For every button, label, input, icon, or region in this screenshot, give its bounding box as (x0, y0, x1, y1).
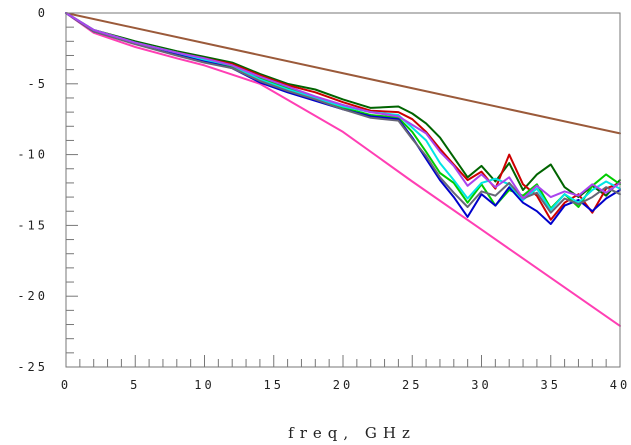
x-tick-label: 0 (61, 378, 71, 392)
x-tick-label: 20 (333, 378, 353, 392)
series-line-7 (65, 12, 621, 211)
x-tick-label: 5 (130, 378, 140, 392)
y-tick-label: -25 (17, 360, 48, 374)
series-line-9 (65, 12, 621, 200)
x-axis-title: freq, GHz (288, 424, 416, 442)
x-tick-label: 10 (194, 378, 214, 392)
series-line-8 (65, 12, 621, 214)
x-tick-label: 25 (402, 378, 422, 392)
y-tick-label: -20 (17, 289, 48, 303)
y-tick-label: 0 (38, 6, 48, 20)
y-tick-label: -10 (17, 148, 48, 162)
series-line-3 (65, 12, 621, 199)
series-line-1 (65, 12, 621, 135)
x-tick-label: 15 (264, 378, 284, 392)
y-tick-label: -5 (28, 77, 48, 91)
series-line-5 (65, 12, 621, 210)
plot-area-frame (65, 12, 621, 368)
y-tick-label: -15 (17, 218, 48, 232)
x-tick-label: 35 (541, 378, 561, 392)
x-tick-label: 40 (610, 378, 630, 392)
x-tick-label: 30 (471, 378, 491, 392)
series-line-2 (65, 12, 621, 327)
